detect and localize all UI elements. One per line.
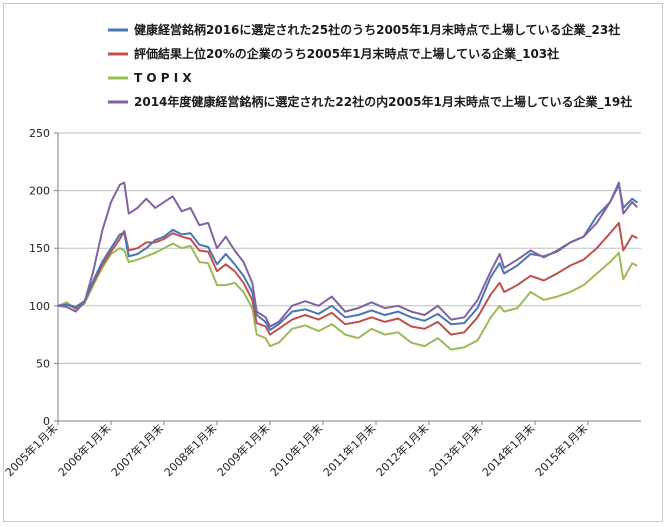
y-tick-label: 150 (29, 242, 50, 255)
grid-lines (58, 132, 641, 422)
x-tick-label: 2010年1月末 (267, 421, 325, 479)
chart-frame: 健康経営銘柄2016に選定された25社のうち2005年1月末時点で上場している企… (3, 3, 663, 522)
series-line-4 (57, 181, 638, 328)
y-tick-label: 200 (29, 185, 50, 198)
y-tick-label: 250 (29, 127, 50, 140)
y-axis-ticks: 0 50 100 150 200 250 (29, 127, 58, 428)
axes (57, 133, 641, 422)
legend: 健康経営銘柄2016に選定された25社のうち2005年1月末時点で上場している企… (108, 22, 632, 110)
x-tick-label: 2014年1月末 (479, 421, 537, 479)
y-tick-label: 100 (29, 300, 50, 313)
y-tick-label: 50 (36, 357, 50, 370)
legend-label: 評価結果上位20%の企業のうち2005年1月末時点で上場している企業_103社 (134, 46, 559, 62)
x-tick-label: 2006年1月末 (55, 421, 113, 479)
x-tick-label: 2008年1月末 (161, 421, 219, 479)
legend-label: 健康経営銘柄2016に選定された25社のうち2005年1月末時点で上場している企… (134, 22, 620, 38)
line-chart: 健康経営銘柄2016に選定された25社のうち2005年1月末時点で上場している企… (4, 22, 641, 479)
x-tick-label: 2013年1月末 (426, 421, 484, 479)
series-line-3 (57, 242, 638, 351)
x-axis-ticks: 2005年1月末2006年1月末2007年1月末2008年1月末2009年1月末… (4, 421, 590, 479)
x-tick-label: 2005年1月末 (4, 421, 60, 479)
legend-label: 2014年度健康経営銘柄に選定された22社の内2005年1月末時点で上場している… (134, 94, 632, 110)
x-tick-label: 2012年1月末 (373, 421, 431, 479)
series-lines (57, 181, 638, 351)
legend-label: T O P I X (134, 71, 192, 85)
y-tick-label: 0 (43, 415, 50, 428)
x-tick-label: 2015年1月末 (532, 421, 590, 479)
series-line-2 (57, 221, 638, 336)
x-tick-label: 2009年1月末 (214, 421, 272, 479)
x-tick-label: 2011年1月末 (320, 421, 378, 479)
x-tick-label: 2007年1月末 (108, 421, 166, 479)
series-line-1 (57, 183, 638, 331)
